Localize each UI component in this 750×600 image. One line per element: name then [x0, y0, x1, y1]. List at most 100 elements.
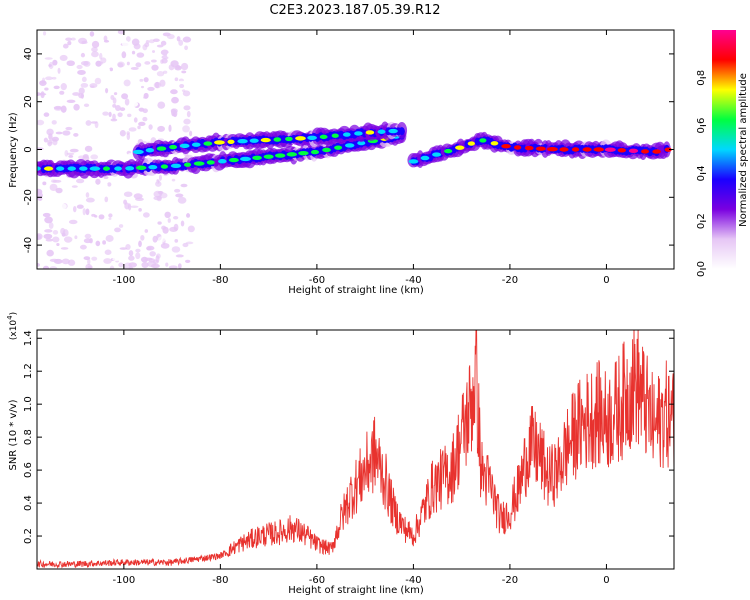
ridge-peak	[218, 159, 227, 164]
snr-ytick-label: 0.4	[23, 495, 34, 511]
ridge-peak	[286, 152, 298, 157]
noise-speck	[171, 246, 181, 253]
colorbar-label: Normalized spectral amplitude	[738, 73, 749, 227]
noise-speck	[57, 67, 61, 74]
noise-speck	[173, 223, 179, 231]
noise-speck	[48, 133, 53, 140]
noise-speck	[108, 217, 112, 220]
noise-speck	[124, 202, 130, 210]
ridge-peak	[617, 148, 627, 153]
ridge-peak	[604, 147, 616, 152]
noise-speck	[123, 79, 131, 87]
ridge-peak	[571, 147, 580, 152]
noise-speck	[105, 87, 109, 94]
noise-speck	[103, 176, 109, 180]
ridge-peak	[102, 166, 111, 171]
noise-speck	[143, 92, 149, 99]
noise-speck	[157, 125, 165, 132]
noise-speck	[173, 120, 181, 127]
ridge-peak	[535, 146, 546, 151]
spec-ytick-label: 40	[23, 48, 34, 61]
noise-speck	[136, 52, 145, 58]
ridge-peak	[145, 148, 155, 153]
noise-speck	[94, 121, 99, 129]
ridge-peak	[227, 139, 235, 145]
ridge-peak	[377, 129, 386, 134]
snr-ytick-label: 0.8	[23, 429, 34, 445]
spec-xtick-label: -20	[502, 275, 518, 286]
noise-speck	[185, 259, 191, 263]
snr-scale-close: )	[9, 312, 19, 316]
noise-speck	[171, 178, 176, 182]
noise-speck	[45, 76, 53, 81]
ridge-peak	[344, 143, 355, 148]
noise-speck	[89, 238, 93, 244]
noise-speck	[43, 233, 53, 240]
snr-line	[37, 330, 674, 569]
noise-speck	[95, 178, 101, 185]
noise-speck	[89, 31, 95, 37]
ridge-peak	[307, 135, 317, 140]
ridge-peak	[455, 145, 465, 150]
ridge-peak	[628, 148, 639, 154]
ridge-peak	[582, 147, 592, 152]
noise-speck	[94, 114, 102, 119]
noise-speck	[164, 211, 171, 219]
ridge-peak	[263, 154, 274, 159]
noise-speck	[166, 52, 176, 59]
ridge-peak	[183, 162, 192, 167]
snr-xtick-label: 0	[603, 575, 609, 586]
ridge-peak	[298, 151, 309, 156]
noise-speck	[52, 59, 58, 66]
noise-speck	[42, 265, 50, 269]
noise-speck	[83, 103, 90, 108]
ridge-peak	[641, 149, 650, 154]
noise-speck	[48, 43, 53, 49]
noise-speck	[87, 258, 91, 266]
snr-ytick-label: 1.4	[23, 330, 34, 346]
noise-speck	[157, 236, 166, 243]
snr-ytick-label: 0.2	[23, 528, 34, 544]
noise-speck	[119, 247, 128, 250]
noise-speck	[65, 126, 73, 131]
noise-speck	[174, 239, 179, 243]
snr-xtick-label: -100	[113, 575, 136, 586]
noise-speck	[138, 107, 145, 112]
noise-speck	[119, 129, 126, 137]
spectrogram-axes: -100 -80 -60 -40 -20 0 -40 -20 0 20 40	[23, 30, 674, 286]
ridge-peak	[169, 144, 178, 150]
noise-speck	[171, 96, 179, 104]
noise-speck	[138, 208, 142, 212]
noise-speck	[157, 221, 162, 225]
noise-speck	[126, 132, 131, 141]
noise-speck	[139, 78, 144, 82]
noise-speck	[135, 248, 141, 253]
noise-speck	[108, 47, 116, 53]
ridge-peak	[43, 166, 54, 171]
ridge-peak	[206, 160, 215, 165]
ridge-peak	[559, 147, 569, 152]
noise-speck	[117, 30, 125, 35]
noise-speck	[143, 77, 149, 83]
noise-speck	[53, 85, 60, 90]
snr-ytick-label: 1.0	[23, 396, 34, 412]
noise-speck	[150, 59, 157, 63]
noise-speck	[175, 193, 184, 198]
colorbar-tick-label: 0.8	[696, 70, 707, 86]
ridge-peak	[467, 141, 475, 146]
noise-speck	[175, 254, 184, 258]
noise-speck	[186, 213, 191, 218]
noise-speck	[127, 113, 132, 118]
noise-speck	[76, 178, 85, 184]
noise-speck	[52, 230, 59, 235]
noise-speck	[46, 128, 54, 136]
noise-speck	[52, 179, 62, 183]
noise-speck	[105, 234, 114, 242]
noise-speck	[40, 221, 47, 229]
noise-speck	[163, 91, 171, 97]
noise-speck	[94, 77, 102, 85]
noise-speck	[48, 61, 54, 70]
noise-speck	[145, 31, 153, 37]
noise-speck	[62, 130, 71, 136]
noise-speck	[131, 50, 136, 55]
